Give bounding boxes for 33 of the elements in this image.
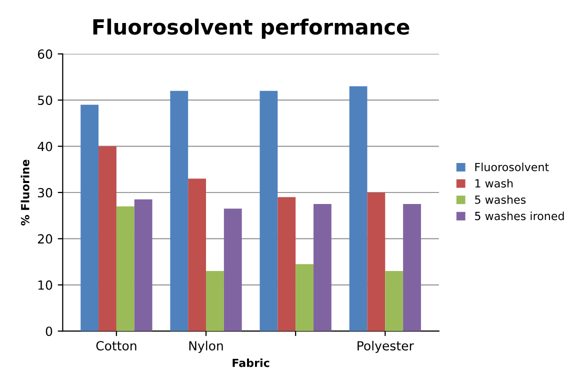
bar bbox=[224, 208, 242, 332]
bar bbox=[170, 90, 188, 332]
y-tick-label: 50 bbox=[38, 96, 52, 106]
bar bbox=[278, 197, 296, 332]
legend-label: Fluorosolvent bbox=[475, 162, 549, 172]
bar bbox=[367, 192, 386, 332]
y-tick-label: 0 bbox=[46, 326, 52, 336]
x-tick-label: Cotton bbox=[96, 341, 136, 350]
y-tick-label: 20 bbox=[38, 234, 52, 244]
y-axis-title: % Fluorine bbox=[20, 160, 30, 226]
bar bbox=[206, 271, 224, 332]
y-tick-label: 10 bbox=[38, 280, 52, 290]
y-tick-label: 40 bbox=[38, 142, 52, 152]
bar bbox=[296, 264, 314, 332]
y-tick-label: 60 bbox=[38, 49, 52, 59]
x-axis-title: Fabric bbox=[232, 358, 270, 368]
bar bbox=[116, 206, 134, 332]
legend-label: 5 washes ironed bbox=[475, 212, 564, 220]
y-tick-label: 30 bbox=[38, 188, 52, 198]
x-tick-label: Nylon bbox=[189, 340, 223, 353]
chart-title: Fluorosolvent performance bbox=[93, 18, 410, 39]
bar bbox=[314, 204, 332, 332]
legend-label: 1 wash bbox=[475, 178, 513, 188]
bar bbox=[188, 178, 206, 332]
bar bbox=[260, 90, 278, 332]
bar bbox=[98, 146, 116, 332]
x-tick-label: Polyester bbox=[358, 340, 414, 353]
legend-label: 5 washes bbox=[475, 195, 526, 204]
bar bbox=[134, 199, 152, 332]
bar bbox=[403, 204, 421, 332]
bar bbox=[80, 104, 99, 332]
bar bbox=[349, 86, 368, 332]
bar bbox=[385, 271, 404, 332]
